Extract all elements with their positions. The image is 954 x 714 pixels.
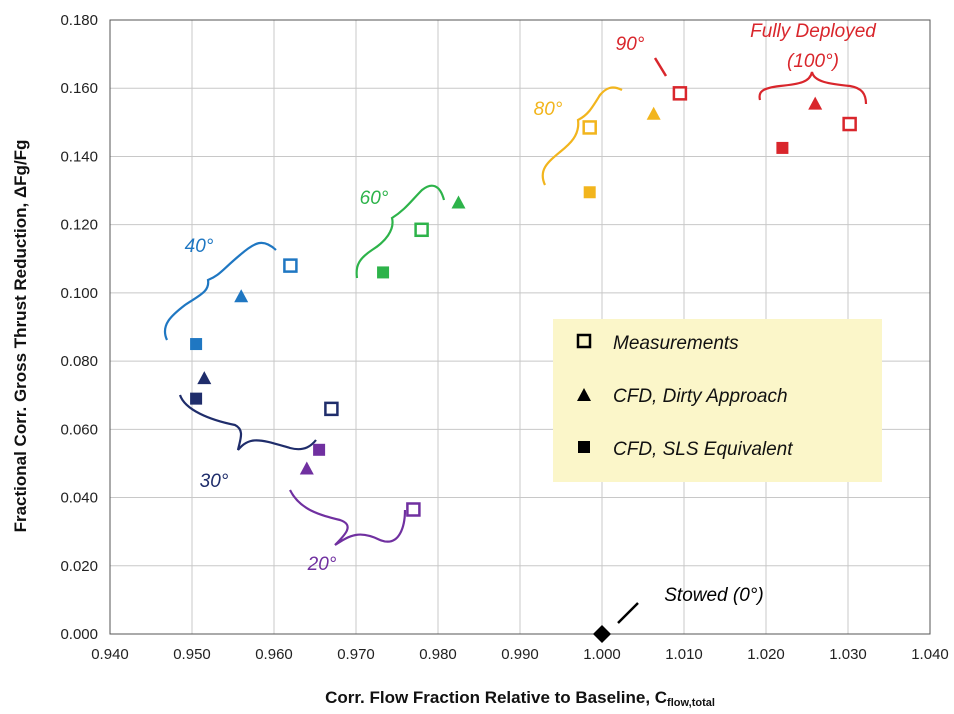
group-label: 20°: [307, 554, 337, 575]
cfd-sls-point: [190, 338, 203, 351]
measurement-point: [406, 502, 421, 517]
legend-box: [553, 319, 882, 482]
x-tick-label: 0.970: [337, 646, 375, 663]
y-tick-label: 0.140: [60, 148, 98, 165]
brace-40: [163, 241, 277, 341]
cfd-sls-point: [776, 141, 789, 154]
y-tick-label: 0.020: [60, 558, 98, 575]
y-tick-label: 0.040: [60, 490, 98, 507]
legend-label-cfd-sls: CFD, SLS Equivalent: [613, 439, 793, 460]
measurement-point: [672, 86, 688, 101]
group-label: 80°: [534, 99, 563, 120]
y-tick-label: 0.080: [60, 353, 98, 370]
brace-30: [178, 394, 317, 451]
brace-60: [355, 184, 446, 279]
x-tick-label: 0.980: [419, 646, 457, 663]
leader-90: [653, 57, 668, 77]
cfd-sls-point: [377, 266, 390, 279]
legend-label-cfd-dirty: CFD, Dirty Approach: [613, 386, 788, 407]
group-label: 40°: [185, 236, 214, 257]
cfd-dirty-point: [197, 371, 212, 385]
x-tick-label: 0.960: [255, 646, 293, 663]
brace-80: [541, 86, 623, 186]
legend-marker-measurements: [576, 333, 592, 349]
stowed-label: Stowed (0°): [664, 585, 763, 606]
y-tick-label: 0.060: [60, 421, 98, 438]
y-tick-label: 0.120: [60, 217, 98, 234]
legend-marker-cfd-dirty: [577, 388, 591, 401]
group-label: 90°: [616, 34, 645, 55]
y-axis-tick-labels: 0.000 0.020 0.040 0.060 0.080 0.100 0.120 0.140…: [60, 12, 98, 643]
plot-frame: [109, 19, 931, 635]
cfd-dirty-point: [299, 461, 314, 475]
group-braces: [163, 57, 868, 624]
x-tick-label: 0.950: [173, 646, 211, 663]
group-label: 60°: [360, 188, 389, 209]
x-tick-label: 1.030: [829, 646, 867, 663]
x-tick-label: 1.000: [583, 646, 621, 663]
measurement-point: [582, 120, 597, 135]
x-tick-label: 0.940: [91, 646, 129, 663]
measurement-point: [324, 401, 339, 417]
x-tick-label: 0.990: [501, 646, 539, 663]
legend: Measurements CFD, Dirty Approach CFD, SL…: [553, 319, 882, 482]
group-label: 30°: [200, 471, 229, 492]
cfd-sls-point: [313, 443, 326, 456]
cfd-dirty-point: [234, 289, 249, 303]
x-axis-title-subscript: flow,total: [667, 697, 715, 709]
x-tick-label: 1.010: [665, 646, 703, 663]
y-tick-label: 0.160: [60, 80, 98, 97]
measurement-point: [414, 222, 429, 238]
y-axis-title: Fractional Corr. Gross Thrust Reduction,…: [11, 140, 30, 533]
cfd-sls-point: [583, 186, 596, 199]
cfd-sls-point: [190, 392, 203, 405]
x-axis-title-main: Corr. Flow Fraction Relative to Baseline…: [325, 688, 667, 707]
y-tick-label: 0.100: [60, 285, 98, 302]
group-label-fully-deployed: Fully Deployed: [750, 21, 877, 42]
measurement-point: [842, 116, 857, 132]
brace-fullydeployed: [758, 71, 868, 105]
x-tick-label: 1.020: [747, 646, 785, 663]
x-tick-label: 1.040: [911, 646, 949, 663]
cfd-dirty-point: [646, 106, 661, 120]
leader-stowed: [617, 602, 639, 624]
cfd-dirty-point: [808, 96, 823, 110]
y-tick-label: 0.000: [60, 626, 98, 643]
cfd-dirty-point: [451, 195, 466, 209]
brace-20: [289, 489, 407, 546]
x-axis-title: Corr. Flow Fraction Relative to Baseline…: [325, 688, 715, 709]
data-points: [190, 86, 857, 643]
group-annotations: 20° 30° 40° 60° 80° 90° Fully Deployed (100°) St…: [185, 21, 878, 606]
y-tick-label: 0.180: [60, 12, 98, 29]
legend-label-measurements: Measurements: [613, 333, 739, 354]
stowed-point: [593, 625, 611, 643]
group-label-fully-deployed: (100°): [787, 51, 839, 72]
legend-marker-cfd-sls: [578, 441, 590, 453]
measurement-point: [283, 258, 298, 273]
x-axis-tick-labels: 0.940 0.950 0.960 0.970 0.980 0.990 1.000 1.010…: [91, 646, 949, 663]
